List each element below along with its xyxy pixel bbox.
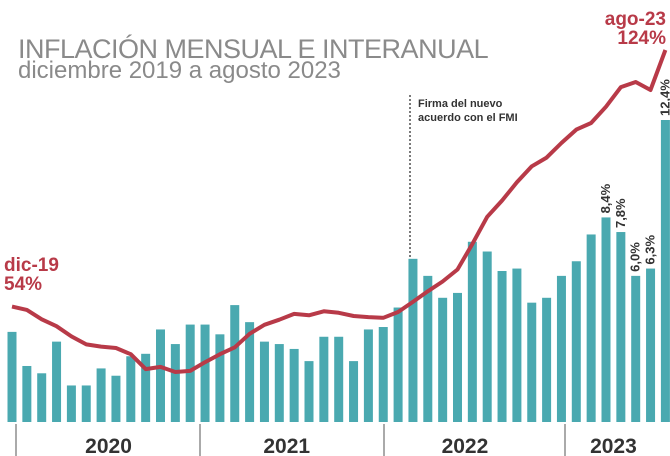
bar bbox=[200, 324, 210, 422]
bar bbox=[37, 373, 47, 422]
bar bbox=[245, 322, 255, 422]
bar-label: 8,4% bbox=[598, 183, 613, 213]
bar bbox=[96, 368, 106, 422]
bar bbox=[631, 275, 641, 422]
bar bbox=[156, 329, 165, 422]
bar bbox=[349, 361, 359, 422]
bar bbox=[141, 353, 151, 422]
bar bbox=[170, 344, 180, 422]
year-label: 2021 bbox=[263, 435, 310, 456]
bar bbox=[616, 232, 626, 422]
bar bbox=[81, 385, 91, 422]
bar bbox=[7, 331, 17, 422]
bar bbox=[319, 336, 329, 422]
bar bbox=[408, 258, 418, 422]
bar bbox=[646, 268, 656, 422]
bar bbox=[259, 341, 269, 422]
event-note: acuerdo con el FMI bbox=[418, 112, 518, 124]
bar bbox=[586, 234, 596, 422]
bar bbox=[334, 336, 344, 422]
line-label: 124% bbox=[617, 28, 666, 49]
bar-label: 6,0% bbox=[628, 242, 643, 272]
bar bbox=[304, 361, 314, 422]
bar bbox=[289, 348, 299, 422]
bar bbox=[230, 305, 240, 422]
bar bbox=[660, 120, 670, 422]
bar bbox=[571, 261, 581, 422]
year-label: 2020 bbox=[85, 435, 132, 456]
bar bbox=[527, 302, 537, 422]
bar bbox=[453, 292, 462, 422]
bar bbox=[497, 271, 507, 422]
bar bbox=[111, 375, 121, 422]
bar bbox=[601, 217, 611, 422]
end-date: ago-23 bbox=[605, 9, 666, 30]
bar bbox=[512, 268, 522, 422]
bar bbox=[185, 324, 195, 422]
bar bbox=[274, 344, 284, 422]
bar bbox=[22, 365, 32, 422]
bar bbox=[556, 275, 566, 422]
bar-label: 6,3% bbox=[643, 234, 658, 264]
bar bbox=[467, 241, 477, 422]
line-label: 54% bbox=[4, 274, 42, 295]
bar bbox=[423, 275, 433, 422]
line bbox=[11, 49, 668, 374]
start-date: dic-19 bbox=[4, 255, 59, 276]
bar bbox=[438, 297, 448, 422]
bar bbox=[52, 341, 62, 422]
bar bbox=[126, 356, 136, 422]
bar bbox=[542, 297, 552, 422]
year-separators bbox=[15, 424, 566, 456]
chart-subtitle: diciembre 2019 a agosto 2023 bbox=[18, 57, 341, 84]
bar-label: 7,8% bbox=[613, 198, 628, 228]
bar bbox=[215, 334, 225, 422]
year-label: 2022 bbox=[442, 435, 489, 456]
year-label: 2023 bbox=[590, 435, 637, 456]
bar bbox=[482, 251, 492, 422]
event-note: Firma del nuevo bbox=[418, 98, 503, 110]
bar bbox=[393, 307, 403, 422]
bar-label: 12,4% bbox=[657, 79, 670, 116]
bar bbox=[66, 385, 76, 422]
bar bbox=[363, 329, 373, 422]
bar bbox=[378, 327, 388, 422]
chart-title: INFLACIÓN MENSUAL E INTERANUAL bbox=[18, 33, 489, 64]
